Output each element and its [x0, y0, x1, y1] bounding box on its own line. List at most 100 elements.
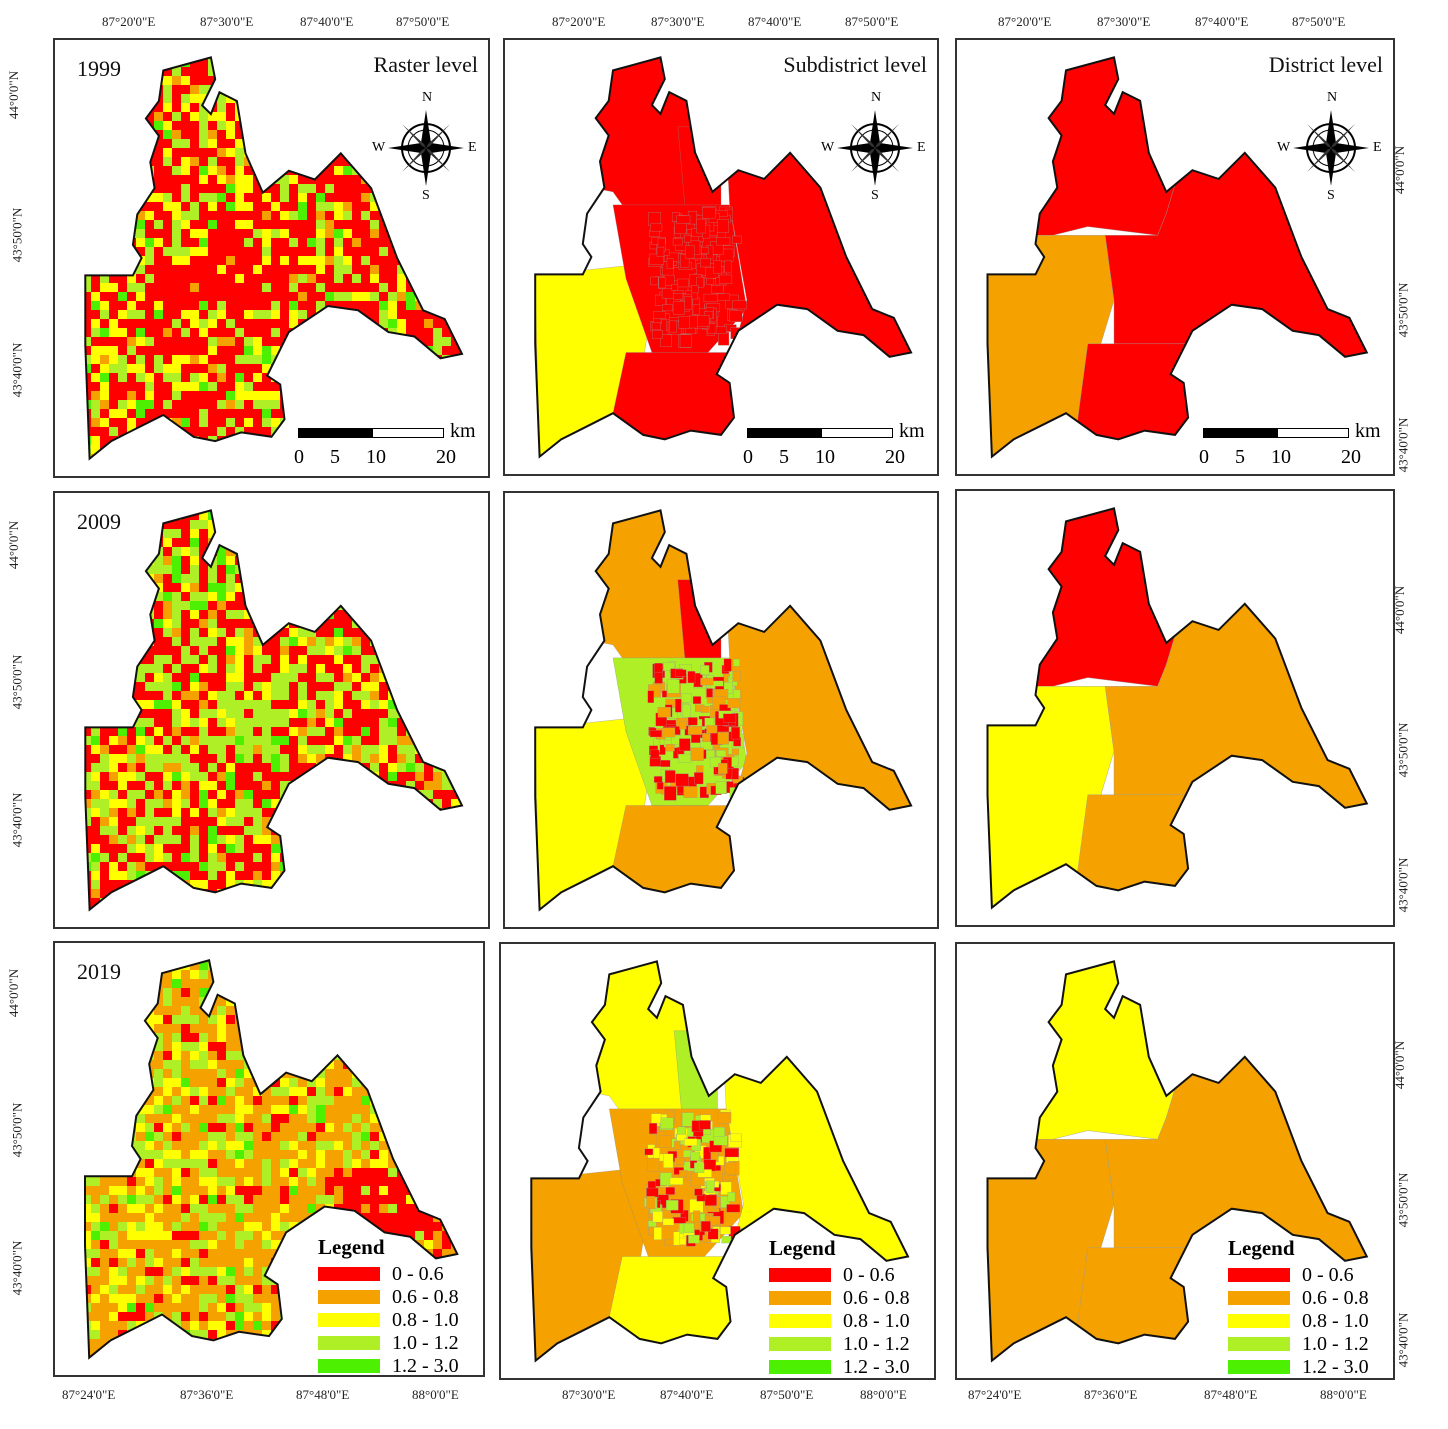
raster-cell: [433, 907, 443, 910]
raster-cell: [118, 454, 128, 459]
scale-segment-white: [821, 428, 893, 438]
raster-cell: [73, 193, 83, 203]
raster-cell: [424, 382, 434, 392]
raster-cell: [487, 238, 488, 248]
raster-cell: [397, 817, 407, 827]
raster-cell: [361, 718, 371, 728]
raster-cell: [163, 283, 173, 293]
raster-cell: [154, 337, 164, 347]
raster-cell: [361, 184, 371, 194]
raster-cell: [280, 907, 290, 910]
raster-cell: [352, 655, 362, 665]
raster-cell: [172, 40, 182, 50]
raster-cell: [478, 907, 488, 917]
raster-cell: [190, 220, 200, 230]
raster-cell: [199, 463, 209, 473]
raster-cell: [280, 556, 290, 566]
raster-cell: [415, 238, 425, 248]
raster-cell: [172, 565, 182, 575]
raster-cell: [64, 844, 74, 854]
raster-cell: [370, 238, 380, 248]
raster-cell: [235, 844, 245, 854]
raster-cell: [334, 673, 344, 683]
raster-cell: [199, 382, 209, 392]
raster-cell: [379, 853, 389, 863]
raster-cell: [487, 520, 488, 530]
raster-cell: [217, 463, 227, 473]
raster-cell: [109, 853, 119, 863]
raster-cell: [433, 592, 443, 602]
raster-cell: [397, 826, 407, 836]
raster-cell: [199, 583, 209, 593]
raster-cell: [478, 391, 488, 401]
raster-cell: [172, 619, 182, 629]
raster-cell: [397, 346, 407, 356]
raster-cell: [199, 718, 209, 728]
raster-cell: [181, 148, 191, 158]
raster-cell: [289, 319, 299, 329]
raster-cell: [235, 790, 245, 800]
raster-cell: [244, 436, 254, 446]
raster-cell: [388, 889, 398, 899]
raster-cell: [64, 139, 74, 149]
raster-cell: [433, 319, 443, 329]
raster-cell: [118, 817, 128, 827]
raster-cell: [262, 916, 272, 926]
raster-cell: [271, 463, 281, 473]
raster-cell: [145, 202, 155, 212]
raster-cell: [424, 853, 434, 863]
raster-cell: [85, 727, 92, 737]
raster-cell: [325, 907, 335, 910]
raster-cell: [190, 67, 200, 77]
raster-cell: [163, 157, 173, 167]
raster-cell: [127, 556, 137, 566]
raster-cell: [334, 301, 344, 311]
raster-cell: [451, 220, 461, 230]
raster-cell: [181, 364, 191, 374]
raster-cell: [343, 364, 353, 374]
raster-cell: [469, 781, 479, 791]
raster-cell: [172, 310, 182, 320]
raster-cell: [397, 337, 407, 347]
raster-cell: [226, 418, 236, 428]
raster-cell: [91, 382, 101, 392]
raster-cell: [55, 67, 65, 77]
raster-cell: [442, 292, 452, 302]
raster-cell: [109, 916, 119, 926]
raster-cell: [487, 85, 488, 95]
raster-cell: [253, 346, 263, 356]
raster-cell: [478, 157, 488, 167]
raster-cell: [172, 529, 182, 539]
raster-cell: [217, 184, 227, 194]
raster-cell: [100, 781, 110, 791]
raster-cell: [136, 58, 146, 68]
raster-cell: [469, 673, 479, 683]
raster-cell: [415, 601, 425, 611]
raster-cell: [244, 328, 254, 338]
raster-cell: [307, 493, 317, 503]
raster-cell: [244, 871, 254, 881]
raster-cell: [136, 238, 146, 248]
raster-cell: [253, 319, 263, 329]
raster-cell: [370, 337, 380, 347]
raster-cell: [244, 418, 254, 428]
raster-cell: [226, 184, 236, 194]
raster-cell: [433, 790, 443, 800]
raster-cell: [487, 292, 488, 302]
raster-cell: [181, 718, 191, 728]
subdistrict-cell: [724, 260, 732, 274]
raster-cell: [280, 808, 290, 818]
raster-cell: [199, 418, 209, 428]
raster-cell: [271, 247, 281, 257]
raster-cell: [289, 844, 299, 854]
raster-cell: [307, 619, 317, 629]
raster-cell: [415, 40, 425, 50]
raster-cell: [199, 916, 209, 926]
raster-cell: [487, 871, 488, 881]
raster-cell: [370, 346, 380, 356]
raster-cell: [325, 691, 335, 701]
raster-cell: [55, 826, 65, 836]
raster-cell: [298, 247, 308, 257]
raster-cell: [487, 502, 488, 512]
subdistrict-cell: [701, 246, 710, 254]
